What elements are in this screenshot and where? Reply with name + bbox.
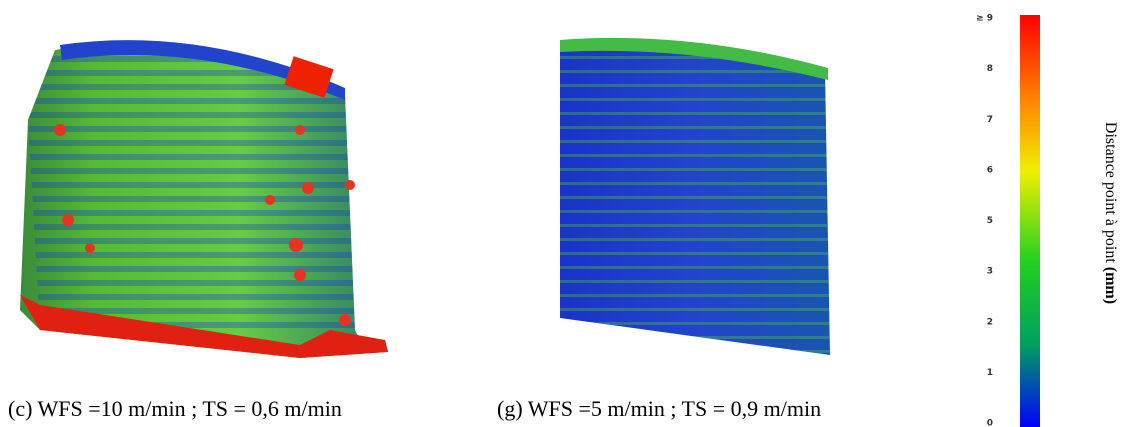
label-unit: (mm) (1102, 267, 1119, 304)
colorbar-tick-label: 6 (987, 165, 993, 175)
colorbar-tick-label: 0 (987, 419, 993, 427)
label-text: Distance point à point (1102, 122, 1119, 267)
caption: (c) WFS =10 m/min ; TS = 0,6 m/min (8, 396, 342, 421)
colorbar-tick-label: 1 (987, 368, 993, 378)
specimen-right (560, 37, 830, 355)
colorbar-tick-label: 5 (987, 216, 993, 226)
colorbar-label: Distance point à point (mm) (1102, 122, 1119, 304)
colorbar-tick-label: ≥ 9 (976, 14, 993, 24)
colorbar-tick-label: 8 (987, 64, 993, 74)
colorbar (1020, 15, 1040, 427)
specimen-left (20, 40, 388, 358)
colorbar-tick-label: 3 (987, 267, 993, 277)
colorbar-tick-label: 2 (987, 317, 993, 327)
caption: (g) WFS =5 m/min ; TS = 0,9 m/min (497, 396, 821, 421)
colorbar-tick-label: 7 (987, 115, 993, 125)
